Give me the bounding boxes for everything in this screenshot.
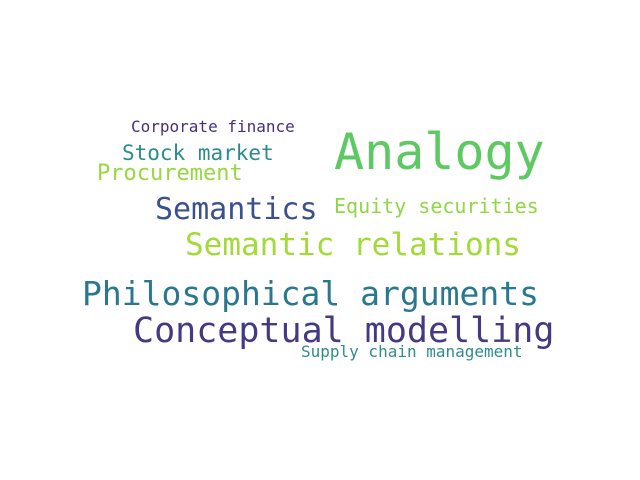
word-semantic-relations: Semantic relations xyxy=(185,227,521,263)
word-stock-market: Stock market xyxy=(122,141,274,165)
word-supply-chain-management: Supply chain management xyxy=(301,342,523,361)
word-equity-securities: Equity securities xyxy=(334,194,539,218)
word-semantics: Semantics xyxy=(155,192,318,227)
word-philosophical-arguments: Philosophical arguments xyxy=(82,274,539,313)
word-corporate-finance: Corporate finance xyxy=(131,117,295,136)
word-analogy: Analogy xyxy=(334,123,545,181)
word-procurement: Procurement xyxy=(97,161,243,186)
word-conceptual-modelling: Conceptual modelling xyxy=(133,311,555,351)
